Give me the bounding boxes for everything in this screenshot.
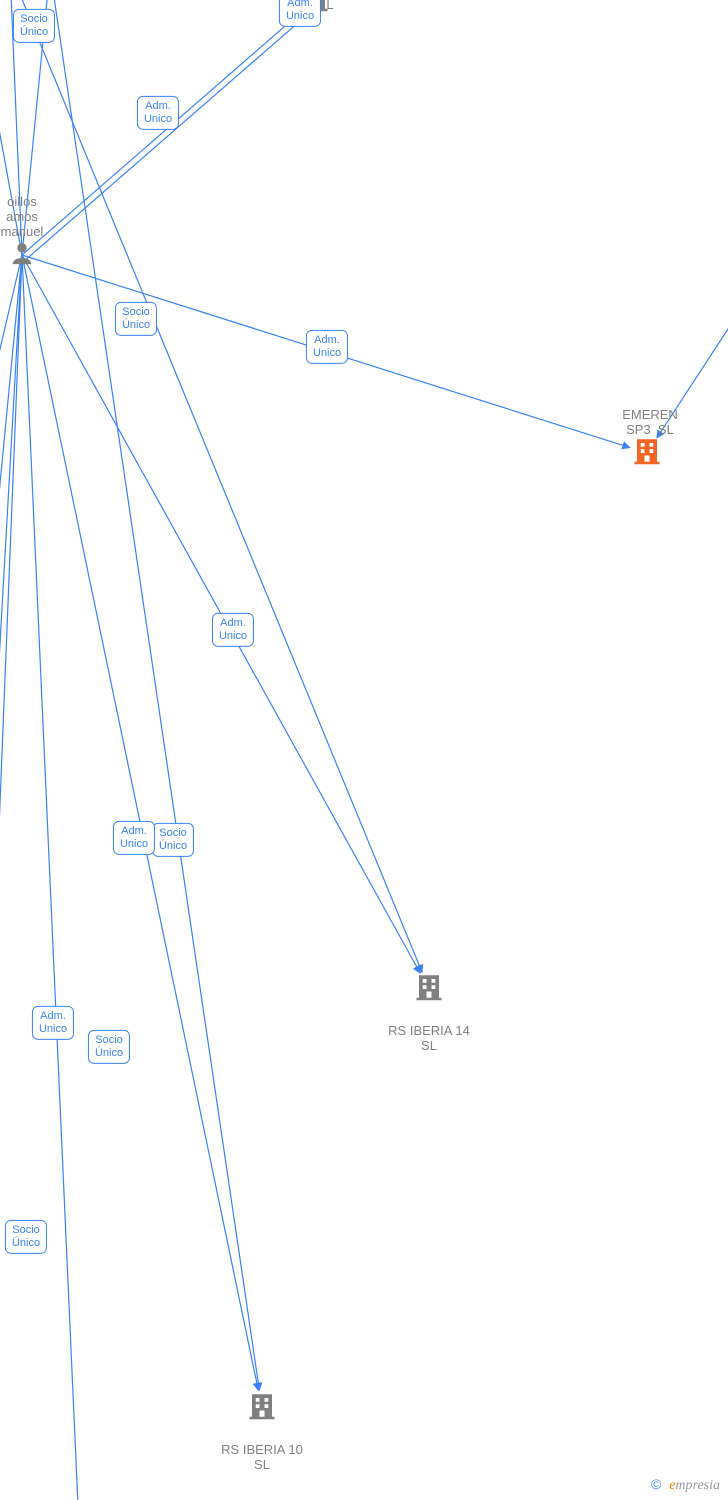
node-label: RS IBERIA 14 SL (388, 1024, 470, 1054)
building-icon[interactable] (632, 436, 662, 471)
diagram-canvas (0, 0, 728, 1500)
edge-label: Adm. Unico (32, 1006, 74, 1040)
edge-label: Socio Único (5, 1220, 47, 1254)
edge-label: Adm. Unico (113, 821, 155, 855)
watermark: © empresia (651, 1476, 720, 1494)
edge-label: Socio Único (152, 823, 194, 857)
edge (10, 0, 422, 972)
node-label: oillos amos manuel (1, 195, 44, 240)
person-icon[interactable] (8, 239, 36, 272)
edge-label: Socio Único (115, 302, 157, 336)
edge-label: Adm. Unico (212, 613, 254, 647)
edge (0, 255, 22, 1350)
edge-label: Socio Único (88, 1030, 130, 1064)
edge (22, 12, 301, 255)
copyright-symbol: © (651, 1476, 661, 1492)
edge-label: Socio Único (13, 9, 55, 43)
edge (26, 16, 305, 259)
building-icon[interactable] (414, 972, 444, 1007)
node-label: L (326, 0, 333, 13)
edge-label: Adm. Unico (306, 330, 348, 364)
node-label: RS IBERIA 10 SL (221, 1443, 303, 1473)
building-icon[interactable] (247, 1391, 277, 1426)
edge-label: Adm. Unico (279, 0, 321, 27)
node-label: EMEREN SP3 SL (622, 408, 678, 438)
edge (50, 0, 259, 1390)
edge (22, 255, 80, 1500)
brand-rest: mpresia (675, 1478, 720, 1493)
edge-label: Adm. Unico (137, 96, 179, 130)
